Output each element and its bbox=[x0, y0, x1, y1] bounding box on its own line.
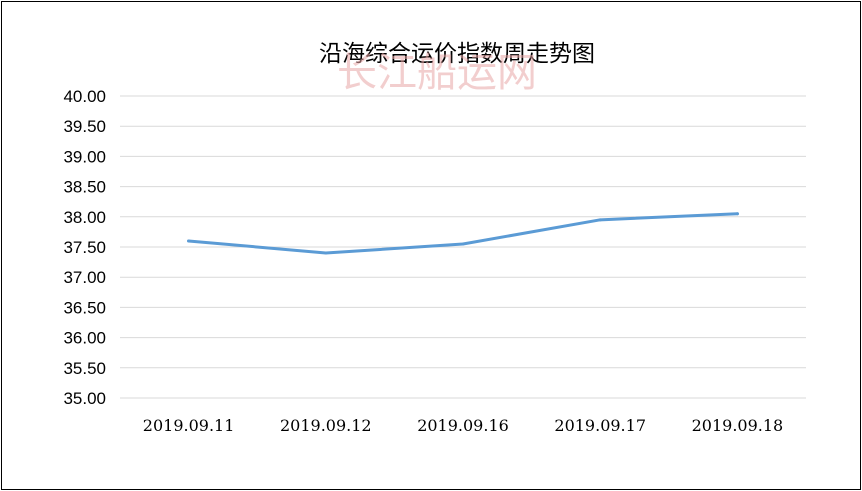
x-tick-label: 2019.09.11 bbox=[143, 416, 235, 435]
chart-title: 沿海综合运价指数周走势图 bbox=[319, 41, 595, 67]
x-tick-label: 2019.09.12 bbox=[280, 416, 372, 435]
y-tick-label: 39.50 bbox=[63, 117, 106, 136]
y-tick-label: 35.00 bbox=[63, 389, 106, 408]
y-tick-label: 36.50 bbox=[63, 298, 106, 317]
x-tick-label: 2019.09.18 bbox=[692, 416, 784, 435]
y-tick-label: 36.00 bbox=[63, 329, 106, 348]
x-axis-tick-labels: 2019.09.11 2019.09.12 2019.09.16 2019.09.17… bbox=[143, 416, 783, 435]
y-tick-label: 37.00 bbox=[63, 268, 106, 287]
y-tick-label: 37.50 bbox=[63, 238, 106, 257]
data-point bbox=[598, 218, 602, 222]
data-point bbox=[461, 242, 465, 246]
y-tick-label: 35.50 bbox=[63, 359, 106, 378]
data-point bbox=[324, 251, 328, 255]
data-point bbox=[735, 212, 739, 216]
x-tick-label: 2019.09.17 bbox=[554, 416, 646, 435]
y-tick-label: 40.00 bbox=[63, 87, 106, 106]
data-point bbox=[187, 239, 191, 243]
y-tick-label: 38.00 bbox=[63, 208, 106, 227]
y-tick-label: 38.50 bbox=[63, 178, 106, 197]
watermark-text: 长江船运网 bbox=[337, 50, 537, 96]
y-tick-label: 39.00 bbox=[63, 147, 106, 166]
y-axis-tick-labels: 35.00 35.50 36.00 36.50 37.00 37.50 38.00 38.50… bbox=[63, 87, 106, 408]
x-tick-label: 2019.09.16 bbox=[417, 416, 509, 435]
gridlines bbox=[120, 95, 806, 399]
series-layer bbox=[187, 212, 739, 255]
